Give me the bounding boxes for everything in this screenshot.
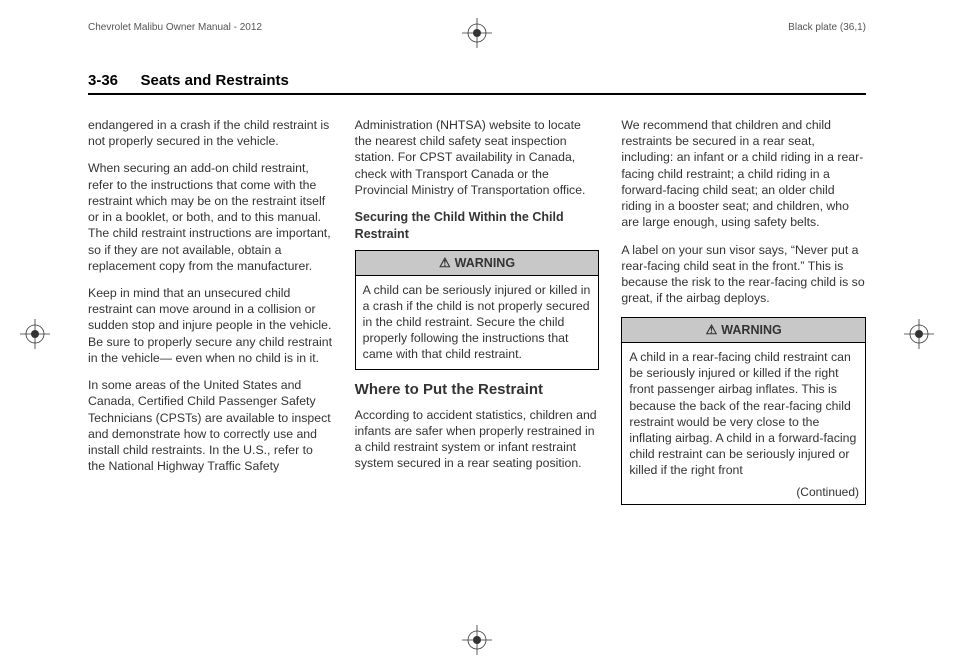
warning-header: WARNING xyxy=(356,251,599,276)
warning-body: A child in a rear-facing child restraint… xyxy=(622,343,865,485)
warning-header: WARNING xyxy=(622,318,865,343)
subheading: Securing the Child Within the Child Rest… xyxy=(355,209,600,242)
body-text: In some areas of the United States and C… xyxy=(88,377,333,474)
warning-box: WARNING A child in a rear-facing child r… xyxy=(621,317,866,505)
body-text: According to accident statistics, childr… xyxy=(355,407,600,472)
body-text: Keep in mind that an unsecured child res… xyxy=(88,285,333,366)
page-number: 3-36 xyxy=(88,72,118,89)
warning-body: A child can be seriously injured or kill… xyxy=(356,276,599,369)
registration-mark-bottom xyxy=(462,625,492,655)
header-right: Black plate (36,1) xyxy=(788,22,866,33)
column-1: endangered in a crash if the child restr… xyxy=(88,117,333,516)
continued-label: (Continued) xyxy=(622,485,865,505)
body-text: endangered in a crash if the child restr… xyxy=(88,117,333,149)
column-3: We recommend that children and child res… xyxy=(621,117,866,516)
registration-mark-left xyxy=(20,319,50,349)
body-text: A label on your sun visor says, “Never p… xyxy=(621,242,866,307)
body-text: Administration (NHTSA) website to locate… xyxy=(355,117,600,198)
body-text: We recommend that children and child res… xyxy=(621,117,866,231)
section-title: Seats and Restraints xyxy=(140,72,288,89)
column-2: Administration (NHTSA) website to locate… xyxy=(355,117,600,516)
registration-mark-right xyxy=(904,319,934,349)
page-content: 3-36 Seats and Restraints endangered in … xyxy=(88,72,866,618)
section-header: 3-36 Seats and Restraints xyxy=(88,72,866,95)
body-text: When securing an add-on child restraint,… xyxy=(88,160,333,274)
registration-mark-top xyxy=(462,18,492,48)
heading-2: Where to Put the Restraint xyxy=(355,381,600,399)
columns: endangered in a crash if the child restr… xyxy=(88,117,866,516)
warning-box: WARNING A child can be seriously injured… xyxy=(355,250,600,370)
header-left: Chevrolet Malibu Owner Manual - 2012 xyxy=(88,22,262,33)
